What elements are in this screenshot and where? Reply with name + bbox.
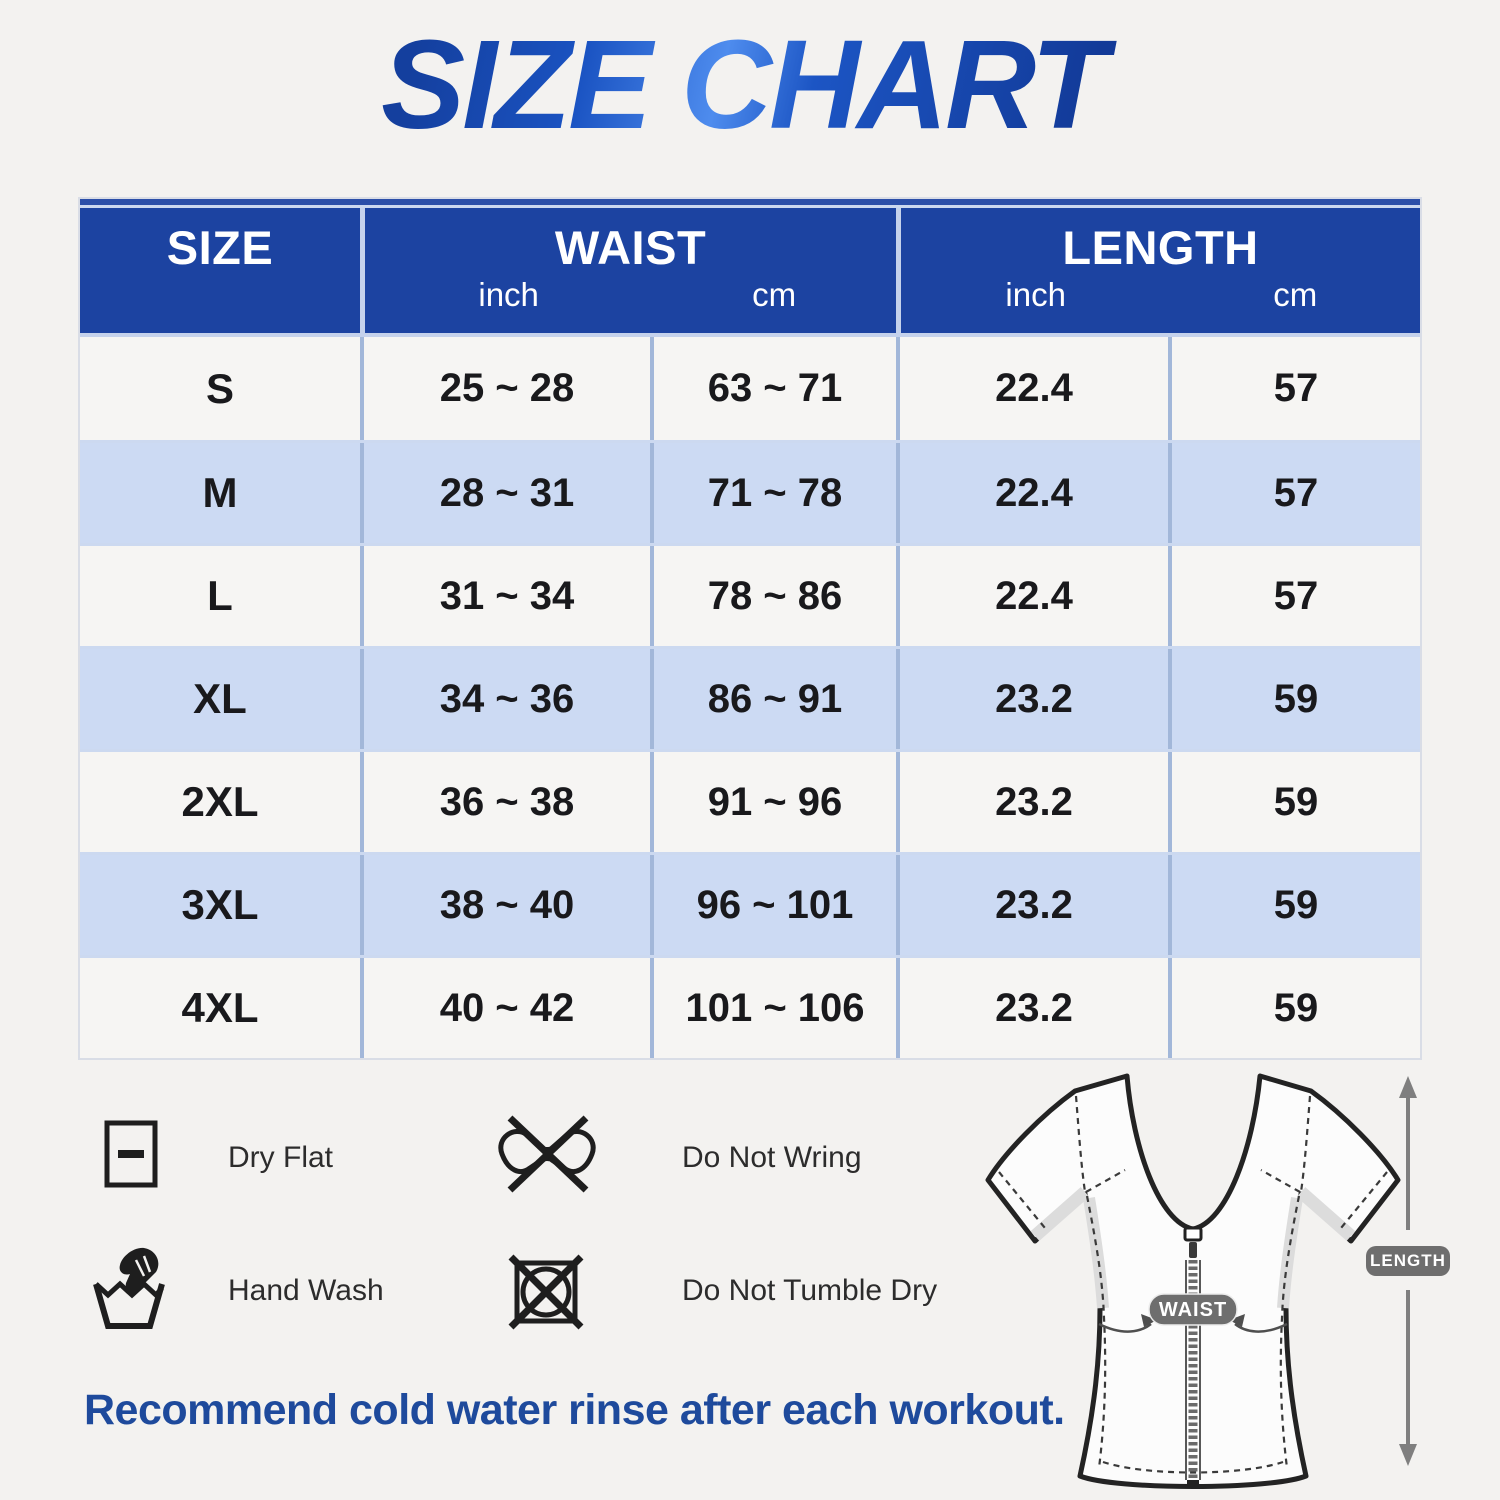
waist-inch-cell: 31 ~ 34 (360, 546, 650, 646)
waist-cm-cell: 101 ~ 106 (650, 958, 896, 1058)
length-inch-cell: 22.4 (896, 443, 1168, 543)
table-header-waist: WAIST inch cm (360, 208, 896, 333)
table-header-length: LENGTH inch cm (896, 208, 1420, 333)
waist-inch-cell: 40 ~ 42 (360, 958, 650, 1058)
length-inch-cell: 23.2 (896, 649, 1168, 749)
length-cm-label: cm (1273, 276, 1318, 313)
length-cm-cell: 59 (1168, 752, 1420, 852)
seam-lines (998, 1095, 1388, 1474)
waist-inch-cell: 28 ~ 31 (360, 443, 650, 543)
footer-note: Recommend cold water rinse after each wo… (84, 1386, 1065, 1434)
waist-cm-cell: 91 ~ 96 (650, 752, 896, 852)
length-cm-cell: 59 (1168, 855, 1420, 955)
size-cell: L (207, 572, 233, 619)
size-table: SIZE WAIST inch cm LENGTH inch cm S 25 ~ (78, 197, 1422, 1060)
length-cm-cell: 59 (1168, 649, 1420, 749)
waist-cm-cell: 63 ~ 71 (650, 337, 896, 440)
waist-arrows (1098, 1314, 1288, 1333)
size-cell: 4XL (181, 984, 259, 1031)
svg-text:WAIST: WAIST (1159, 1299, 1227, 1321)
waist-cm-cell: 86 ~ 91 (650, 649, 896, 749)
table-row-4xl: 4XL 40 ~ 42 101 ~ 106 23.2 59 (80, 955, 1420, 1058)
waist-cm-cell: 78 ~ 86 (650, 546, 896, 646)
do-not-wring-icon (498, 1115, 596, 1193)
page-title-wrap: SIZE CHART (0, 14, 1500, 161)
table-row-m: M 28 ~ 31 71 ~ 78 22.4 57 (80, 440, 1420, 543)
size-cell: 2XL (181, 778, 259, 825)
do-not-tumble-dry-icon (508, 1254, 584, 1330)
table-row-2xl: 2XL 36 ~ 38 91 ~ 96 23.2 59 (80, 749, 1420, 852)
table-row-3xl: 3XL 38 ~ 40 96 ~ 101 23.2 59 (80, 852, 1420, 955)
size-cell: XL (193, 675, 247, 722)
size-cell: S (205, 364, 234, 412)
length-arrow (1399, 1076, 1417, 1466)
waist-inch-cell: 38 ~ 40 (360, 855, 650, 955)
waist-inch-label: inch (478, 276, 539, 313)
waist-cm-label: cm (752, 276, 797, 313)
length-inch-cell: 22.4 (896, 337, 1168, 440)
waist-cm-cell: 71 ~ 78 (650, 443, 896, 543)
length-badge: LENGTH (1366, 1246, 1450, 1276)
table-row-l: L 31 ~ 34 78 ~ 86 22.4 57 (80, 543, 1420, 646)
garment-diagram: WAIST (985, 1073, 1401, 1489)
dry-flat-icon (104, 1120, 158, 1188)
care-label: Dry Flat (228, 1141, 333, 1174)
table-row-xl: XL 34 ~ 36 86 ~ 91 23.2 59 (80, 646, 1420, 749)
length-inch-cell: 23.2 (896, 752, 1168, 852)
page-title: SIZE CHART (375, 14, 1125, 161)
length-inch-cell: 22.4 (896, 546, 1168, 646)
size-cell: M (202, 469, 238, 516)
care-label: Do Not Tumble Dry (682, 1274, 938, 1307)
care-label: Hand Wash (228, 1274, 384, 1307)
waist-inch-cell: 34 ~ 36 (360, 649, 650, 749)
table-top-strip (80, 199, 1420, 208)
length-cm-cell: 57 (1168, 443, 1420, 543)
waist-inch-cell: 25 ~ 28 (360, 337, 650, 440)
hand-wash-icon (93, 1247, 165, 1329)
table-header-size: SIZE (166, 221, 274, 274)
waist-badge: WAIST (1148, 1293, 1238, 1326)
care-label: Do Not Wring (682, 1141, 862, 1174)
length-inch-label: inch (1005, 276, 1066, 313)
size-cell: 3XL (181, 881, 259, 928)
table-row-s: S 25 ~ 28 63 ~ 71 22.4 57 (80, 337, 1420, 440)
table-header-row: SIZE WAIST inch cm LENGTH inch cm (80, 208, 1420, 337)
length-cm-cell: 59 (1168, 958, 1420, 1058)
length-inch-cell: 23.2 (896, 958, 1168, 1058)
length-inch-cell: 23.2 (896, 855, 1168, 955)
length-cm-cell: 57 (1168, 337, 1420, 440)
length-cm-cell: 57 (1168, 546, 1420, 646)
waist-cm-cell: 96 ~ 101 (650, 855, 896, 955)
waist-inch-cell: 36 ~ 38 (360, 752, 650, 852)
